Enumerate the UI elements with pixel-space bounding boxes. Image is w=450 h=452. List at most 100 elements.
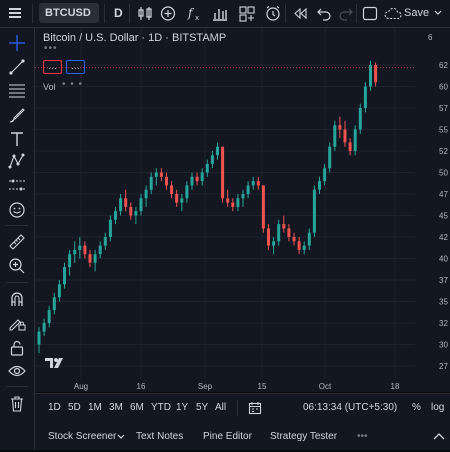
timeframe-5d[interactable]: 5D bbox=[68, 402, 81, 413]
price-tick-label: 57 bbox=[439, 104, 448, 113]
legend-button-1[interactable]: … bbox=[43, 60, 62, 74]
ruler-icon[interactable] bbox=[8, 233, 26, 251]
candle-body bbox=[108, 219, 112, 237]
candle-body bbox=[78, 245, 82, 250]
lock-drawing-icon[interactable] bbox=[8, 314, 26, 332]
layout-icon[interactable] bbox=[361, 5, 379, 22]
candle-body bbox=[323, 168, 327, 182]
candle-body bbox=[241, 194, 245, 199]
candle-body bbox=[272, 241, 276, 246]
candle-body bbox=[68, 254, 72, 268]
trash-icon[interactable] bbox=[8, 395, 26, 413]
redo-icon[interactable] bbox=[337, 5, 355, 22]
layout-grid-icon[interactable] bbox=[238, 5, 256, 22]
volume-more-icon[interactable]: • • • bbox=[62, 79, 84, 90]
toolbar-divider bbox=[237, 400, 238, 416]
legend-more-icon[interactable]: ••• bbox=[44, 43, 58, 54]
candle-body bbox=[216, 146, 219, 156]
log-scale-button[interactable]: log bbox=[431, 402, 445, 413]
save-label: Save bbox=[404, 7, 430, 19]
timeframe-5y[interactable]: 5Y bbox=[196, 402, 209, 413]
candle-body bbox=[297, 241, 301, 250]
candle-body bbox=[236, 198, 240, 207]
tab-pine-editor[interactable]: Pine Editor bbox=[203, 431, 252, 442]
price-tick-label: 40 bbox=[439, 255, 448, 264]
chevron-up-icon[interactable] bbox=[433, 432, 445, 440]
candle-body bbox=[154, 172, 158, 177]
indicators-icon[interactable]: f x bbox=[185, 5, 203, 22]
lock-icon[interactable] bbox=[8, 339, 26, 357]
templates-icon[interactable] bbox=[211, 5, 229, 22]
tab-text-notes[interactable]: Text Notes bbox=[136, 431, 184, 442]
timeframe-3m[interactable]: 3M bbox=[109, 402, 123, 413]
candle-body bbox=[287, 228, 291, 237]
pattern-icon[interactable] bbox=[8, 152, 26, 170]
replay-icon[interactable] bbox=[291, 5, 309, 22]
top-toolbar: BTCUSD D f x Save bbox=[0, 0, 450, 28]
candle-body bbox=[348, 142, 352, 151]
candle-body bbox=[129, 206, 133, 216]
chevron-down-icon[interactable] bbox=[117, 434, 125, 440]
alert-icon[interactable] bbox=[264, 5, 282, 22]
menu-icon[interactable] bbox=[6, 5, 24, 21]
chevron-down-icon bbox=[434, 10, 442, 15]
fib-icon[interactable] bbox=[8, 81, 26, 99]
price-tick-label: 62 bbox=[439, 61, 448, 70]
more-tabs-icon[interactable]: ••• bbox=[357, 431, 368, 442]
timeframe-ytd[interactable]: YTD bbox=[151, 402, 171, 413]
candle-body bbox=[83, 245, 87, 255]
time-axis[interactable]: Aug 16 Sep 15 Oct 18 bbox=[35, 378, 450, 392]
brush-icon[interactable] bbox=[8, 106, 26, 124]
svg-text:f: f bbox=[187, 6, 195, 20]
price-tick-label: 47 bbox=[439, 190, 448, 199]
timeframe-1d[interactable]: 1D bbox=[48, 402, 61, 413]
undo-icon[interactable] bbox=[315, 5, 333, 22]
cloud-save-icon bbox=[384, 7, 402, 20]
interval-button[interactable]: D bbox=[114, 6, 123, 20]
price-tick-label: 30 bbox=[439, 341, 448, 350]
magnet-icon[interactable] bbox=[8, 290, 26, 308]
candle-body bbox=[282, 224, 286, 229]
timeframe-bar: 1D 5D 1M 3M 6M YTD 1Y 5Y All 06:13:34 (U… bbox=[35, 393, 450, 423]
date-range-icon[interactable] bbox=[248, 401, 262, 415]
candle-body bbox=[57, 284, 61, 298]
tab-stock-screener[interactable]: Stock Screener bbox=[48, 431, 117, 442]
eye-icon[interactable] bbox=[8, 362, 26, 380]
timeframe-1y[interactable]: 1Y bbox=[176, 402, 189, 413]
zoom-icon[interactable] bbox=[8, 257, 26, 275]
trend-line-icon[interactable] bbox=[8, 58, 26, 76]
candle-body bbox=[180, 198, 184, 203]
candle-body bbox=[205, 163, 209, 173]
text-icon[interactable] bbox=[8, 130, 26, 148]
prediction-icon[interactable] bbox=[8, 176, 26, 194]
crosshair-icon[interactable] bbox=[8, 34, 26, 52]
candle-body bbox=[277, 224, 281, 242]
candle-body bbox=[73, 249, 77, 255]
save-button[interactable]: Save bbox=[384, 0, 446, 27]
timeframe-all[interactable]: All bbox=[215, 402, 227, 413]
legend-button-2[interactable]: … bbox=[66, 60, 85, 74]
tab-strategy-tester[interactable]: Strategy Tester bbox=[270, 431, 338, 442]
candle-body bbox=[47, 310, 51, 323]
price-tick-label: 6 bbox=[428, 33, 433, 42]
volume-label[interactable]: Vol bbox=[43, 82, 56, 92]
timeframe-1m[interactable]: 1M bbox=[88, 402, 102, 413]
price-tick-label: 32 bbox=[439, 319, 448, 328]
price-tick-label: 37 bbox=[439, 276, 448, 285]
symbol-search-input[interactable]: BTCUSD bbox=[39, 3, 99, 23]
bar-style-icon[interactable] bbox=[136, 5, 154, 22]
candle-body bbox=[358, 108, 362, 130]
candle-body bbox=[159, 172, 163, 177]
time-axis-bg bbox=[35, 378, 450, 392]
price-axis-bg bbox=[415, 28, 450, 378]
add-symbol-icon[interactable] bbox=[159, 5, 177, 22]
candle-body bbox=[363, 86, 367, 108]
toolbar-divider bbox=[104, 4, 105, 23]
time-readout[interactable]: 06:13:34 (UTC+5:30) bbox=[303, 402, 398, 413]
price-axis[interactable]: 6 62 60 57 55 52 50 47 45 42 40 37 35 32 30 27 bbox=[415, 28, 450, 378]
percent-scale-button[interactable]: % bbox=[412, 402, 421, 413]
timeframe-6m[interactable]: 6M bbox=[130, 402, 144, 413]
emoji-icon[interactable] bbox=[8, 201, 26, 219]
